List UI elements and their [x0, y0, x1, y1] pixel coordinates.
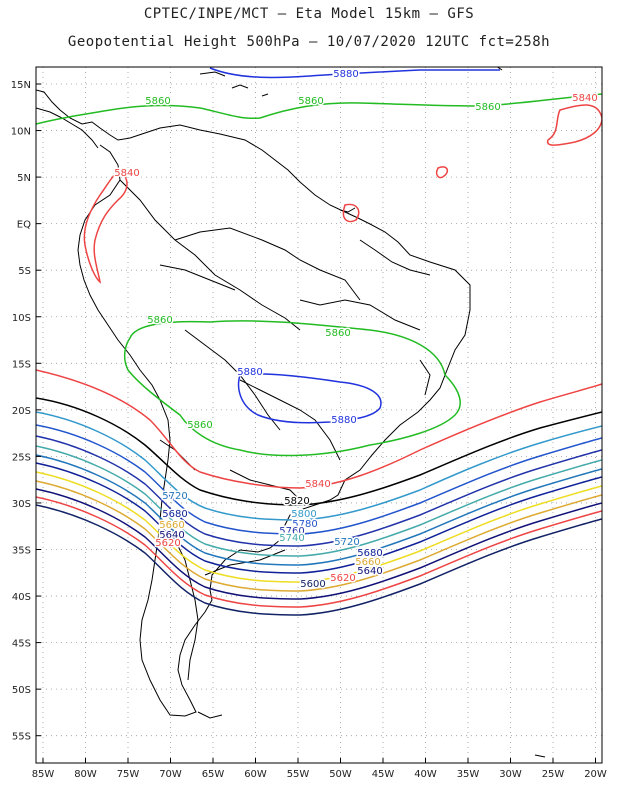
- contour-label: 5640: [159, 530, 184, 541]
- lon-tick-label: 25W: [542, 769, 565, 780]
- contour-label: 5660: [355, 557, 380, 568]
- contour-label: 5860: [187, 420, 212, 431]
- lat-tick-label: 15N: [11, 80, 31, 91]
- lon-tick-label: 85W: [32, 769, 55, 780]
- contour-label: 5840: [572, 93, 597, 104]
- contour-labels: 5880 5860 5860 5860 5840 5840 5860 5880 5880 5860…: [113, 68, 599, 592]
- coastlines: [36, 67, 546, 758]
- lon-tick-label: 45W: [372, 769, 395, 780]
- contour-label: 5720: [162, 491, 187, 502]
- lat-tick-label: 55S: [12, 732, 31, 743]
- contour-label: 5880: [333, 69, 358, 80]
- lat-tick-label: 25S: [12, 452, 31, 463]
- contour-label: 5880: [237, 367, 262, 378]
- contour-label: 5720: [334, 537, 359, 548]
- lat-tick-label: 15S: [12, 359, 31, 370]
- lon-tick-label: 70W: [159, 769, 182, 780]
- contour-label: 5600: [300, 579, 325, 590]
- contour-label: 5680: [162, 509, 187, 520]
- contour-label: 5760: [279, 526, 304, 537]
- axis-ticks: 85W 80W 75W 70W 65W 60W 55W 50W 45W 40W 35W 30W 25W 2…: [11, 80, 607, 780]
- lat-lon-grid: [36, 67, 602, 763]
- chart-title-line2: Geopotential Height 500hPa – 10/07/2020 …: [67, 34, 551, 50]
- lon-tick-label: 35W: [457, 769, 480, 780]
- lon-tick-label: 20W: [584, 769, 607, 780]
- contour-label: 5860: [325, 328, 350, 339]
- lon-tick-label: 75W: [117, 769, 140, 780]
- lat-tick-label: 35S: [12, 546, 31, 557]
- contour-label: 5620: [155, 538, 180, 549]
- lat-tick-label: 20S: [12, 406, 31, 417]
- contour-label: 5860: [147, 315, 172, 326]
- contour-label: 5860: [145, 96, 170, 107]
- lat-tick-label: 40S: [12, 592, 31, 603]
- plot-frame: [35, 66, 603, 764]
- lat-tick-label: 10S: [12, 313, 31, 324]
- contour-label: 5860: [475, 102, 500, 113]
- contour-label: 5740: [279, 533, 304, 544]
- lon-tick-label: 50W: [329, 769, 352, 780]
- contour-label: 5640: [357, 566, 382, 577]
- lon-tick-label: 65W: [202, 769, 225, 780]
- contour-label: 5840: [114, 168, 139, 179]
- contour-label: 5680: [357, 548, 382, 559]
- contour-label: 5800: [291, 509, 316, 520]
- lat-tick-label: 5N: [17, 173, 31, 184]
- lat-tick-label: 5S: [18, 266, 31, 277]
- lat-tick-label: EQ: [17, 220, 31, 231]
- contour-label: 5880: [331, 415, 356, 426]
- chart-title-line1: CPTEC/INPE/MCT – Eta Model 15km – GFS: [143, 6, 475, 22]
- lon-tick-label: 80W: [74, 769, 97, 780]
- contour-label: 5820: [284, 496, 309, 507]
- contour-label: 5780: [292, 519, 317, 530]
- lon-tick-label: 55W: [287, 769, 310, 780]
- lon-tick-label: 60W: [244, 769, 267, 780]
- lon-tick-label: 30W: [499, 769, 522, 780]
- lat-tick-label: 50S: [12, 685, 31, 696]
- contour-label: 5860: [298, 96, 323, 107]
- lon-tick-label: 40W: [414, 769, 437, 780]
- lat-tick-label: 45S: [12, 639, 31, 650]
- contour-label: 5660: [159, 520, 184, 531]
- contour-label: 5840: [305, 479, 330, 490]
- lat-tick-label: 10N: [11, 127, 31, 138]
- contour-label: 5620: [330, 573, 355, 584]
- contours: [36, 67, 602, 616]
- lat-tick-label: 30S: [12, 499, 31, 510]
